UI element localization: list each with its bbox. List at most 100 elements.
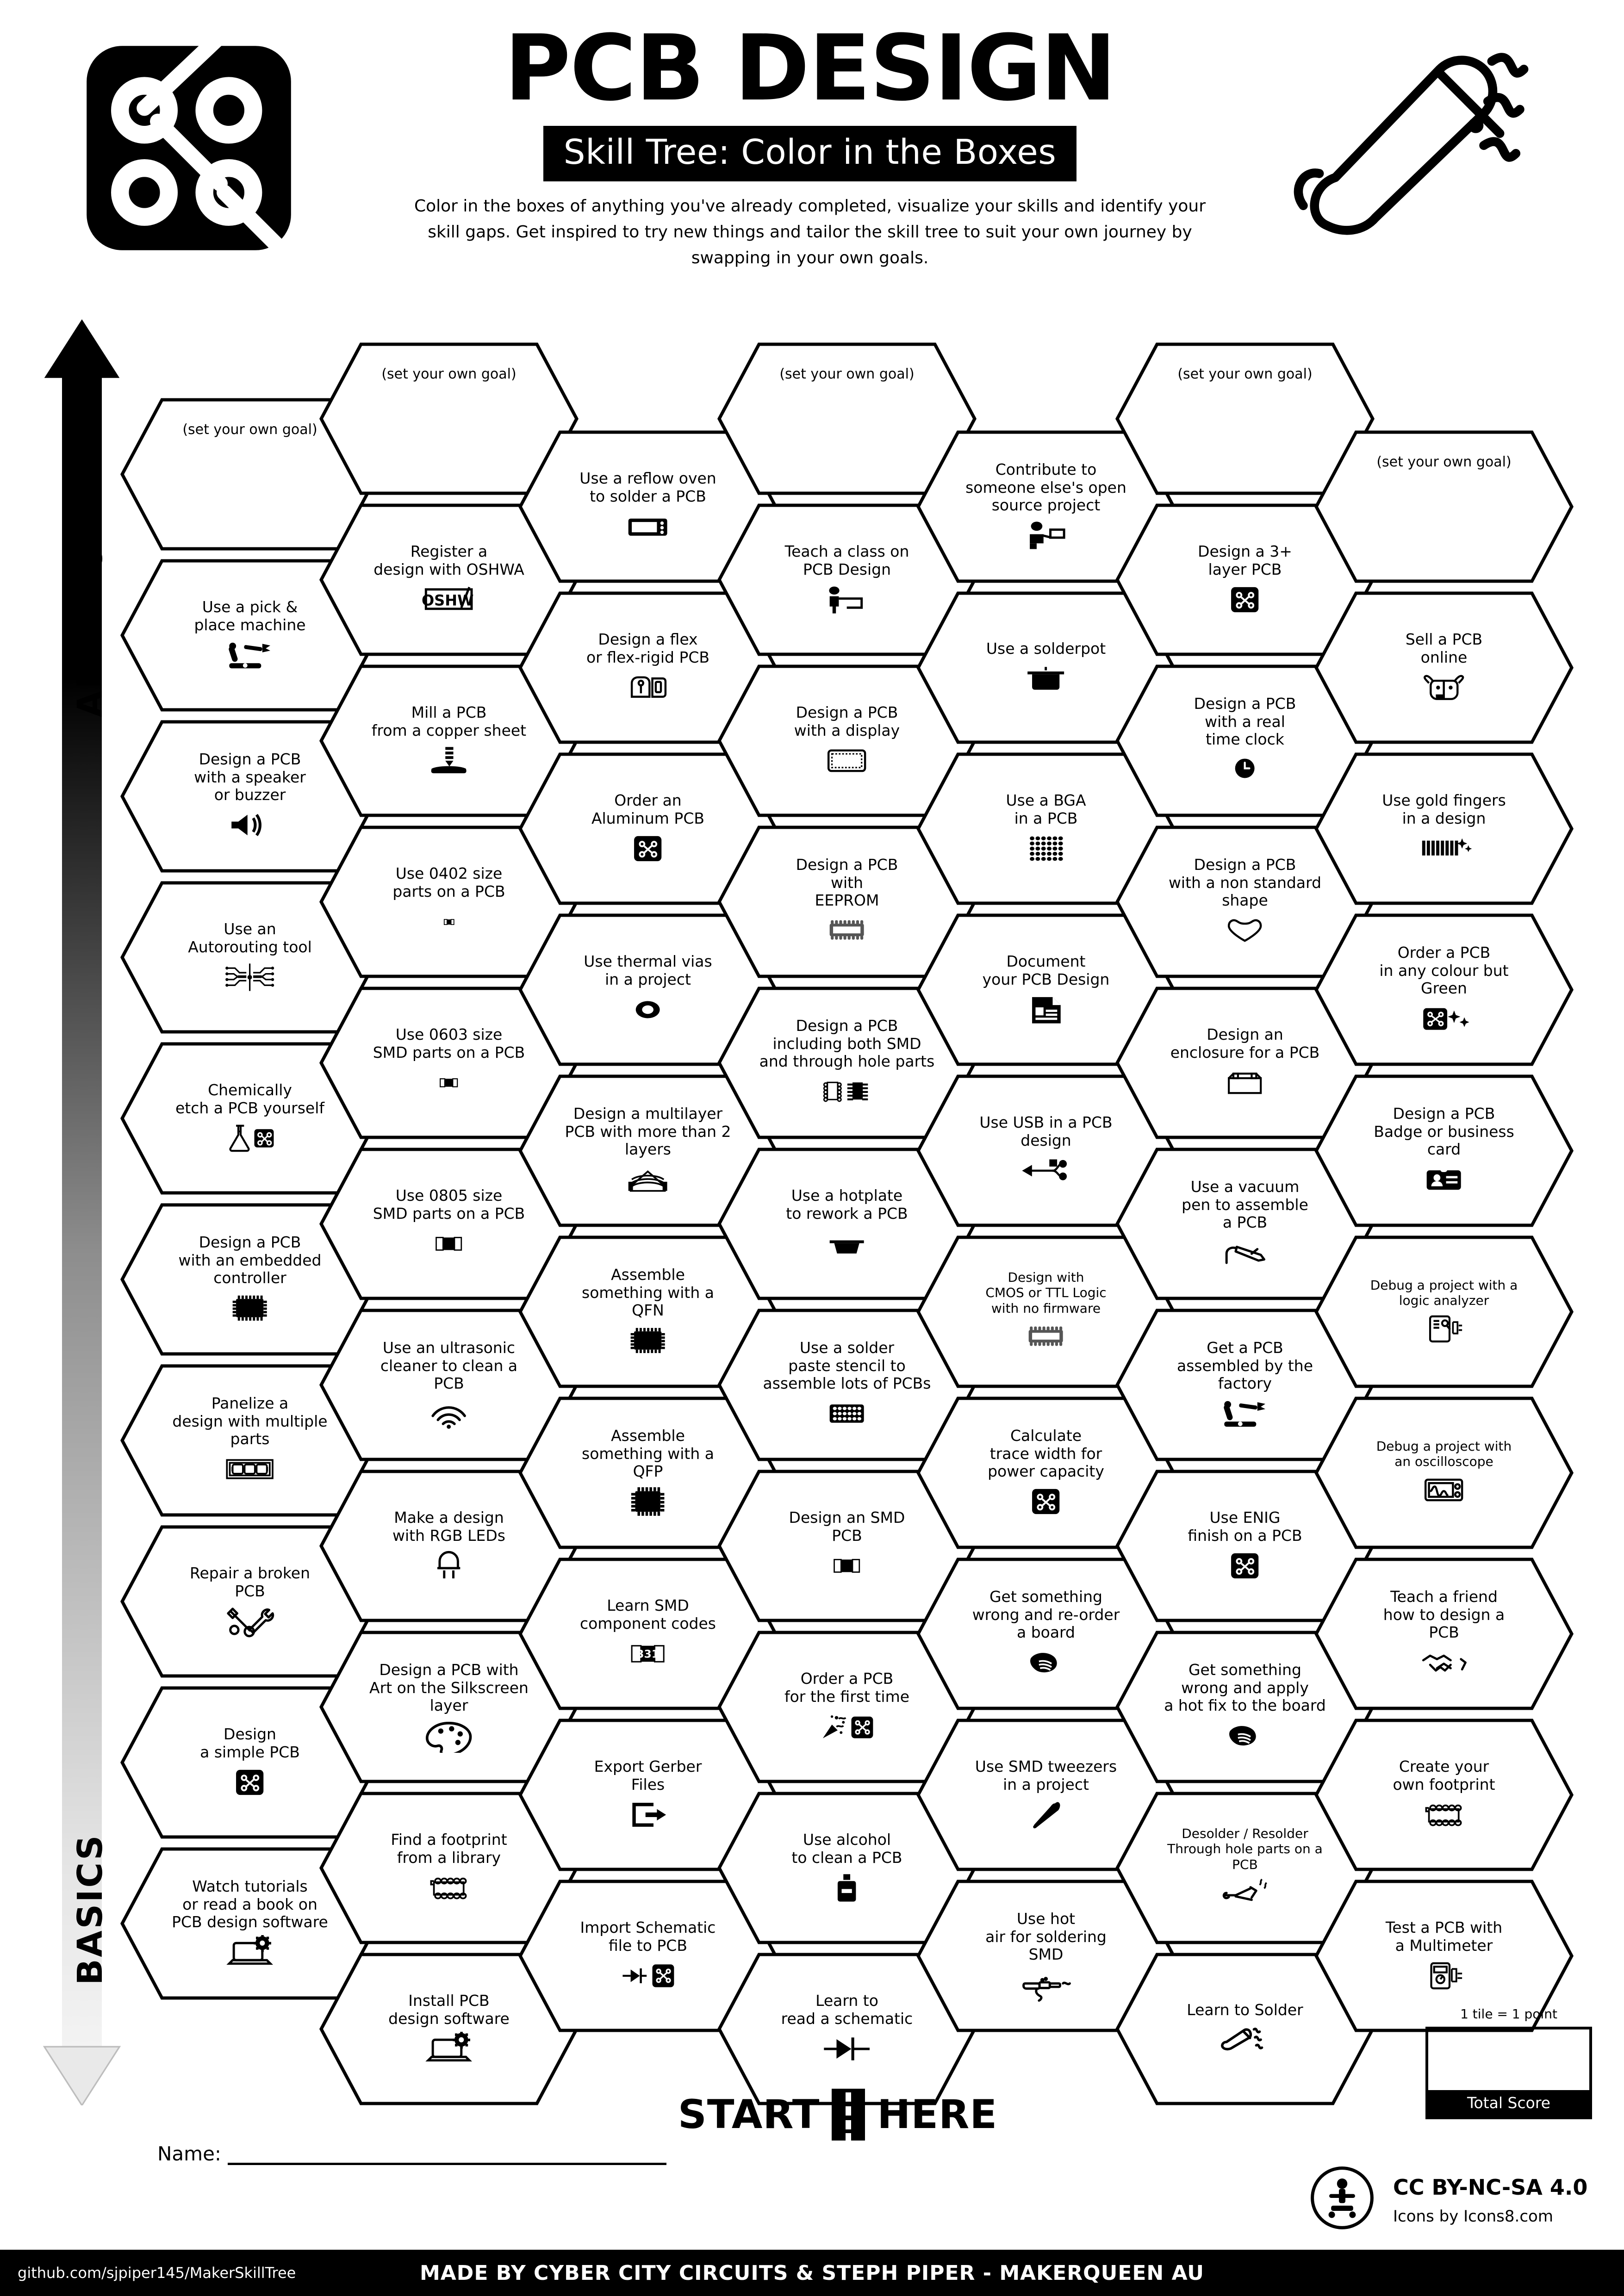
qfn-chip-icon xyxy=(619,1323,676,1358)
skill-tile-label: Design an SMD PCB xyxy=(789,1508,905,1545)
skill-tile-label: Use a vacuum pen to assemble a PCB xyxy=(1182,1177,1308,1232)
skill-tile-label: Get a PCB assembled by the factory xyxy=(1176,1338,1313,1393)
skill-tile[interactable]: Use an ultrasonic cleaner to clean a PCB xyxy=(319,1309,579,1461)
skill-tree-grid: (set your own goal) Use a pick & place ma… xyxy=(0,287,1624,2119)
tweezers-icon xyxy=(1017,1798,1074,1832)
skill-column-2: (set your own goal) Register a design wit… xyxy=(319,342,579,2114)
skill-tile-label: (set your own goal) xyxy=(779,366,915,383)
skill-column-6: (set your own goal) Design a 3+ layer PCB… xyxy=(1115,342,1375,2114)
skill-tile-label: Assemble something with a QFN xyxy=(582,1265,714,1320)
skill-tile[interactable]: Import Schematic file to PCB xyxy=(518,1880,778,2032)
enclosure-box-icon xyxy=(1216,1066,1273,1100)
ultrasonic-waves-icon xyxy=(420,1396,477,1431)
stencil-icon xyxy=(818,1396,875,1431)
bga-grid-icon xyxy=(1017,832,1074,866)
footer-repo-link[interactable]: github.com/sjpiper145/MakerSkillTree xyxy=(18,2264,296,2282)
skill-tile[interactable]: Create your own footprint xyxy=(1314,1719,1574,1871)
skill-tile[interactable]: Design an SMD PCB xyxy=(717,1470,977,1622)
pcb-square-icon xyxy=(619,832,676,866)
skill-tile-label: Use a hotplate to rework a PCB xyxy=(786,1186,908,1222)
skill-tile-label: Desolder / Resolder Through hole parts o… xyxy=(1167,1826,1323,1872)
skill-tile[interactable]: Assemble something with a QFP xyxy=(518,1396,778,1549)
skill-tile[interactable]: Learn to Solder xyxy=(1115,1953,1375,2105)
page-title: PCB DESIGN xyxy=(504,16,1117,121)
skill-tile-label: Use an Autorouting tool xyxy=(188,920,312,956)
name-input-line[interactable] xyxy=(228,2145,666,2165)
skill-tile-label: Design a PCB with EEPROM xyxy=(796,855,898,910)
skill-tile[interactable]: Use a solder paste stencil to assemble l… xyxy=(717,1309,977,1461)
skill-tile-label: Design a PCB with an embedded controller xyxy=(178,1233,322,1287)
skill-tile[interactable]: Get something wrong and re-order a board xyxy=(916,1558,1176,1710)
skill-tile[interactable]: Use a solderpot xyxy=(916,591,1176,744)
skill-tile-label: Design a PCB with Art on the Silkscreen … xyxy=(369,1660,529,1715)
skill-tile[interactable]: Use a BGA in a PCB xyxy=(916,752,1176,905)
skill-tile[interactable]: Design a PCB Badge or business card xyxy=(1314,1074,1574,1227)
skill-tile-label: Design a PCB with a display xyxy=(794,703,900,739)
skill-tile-label: Test a PCB with a Multimeter xyxy=(1385,1918,1503,1955)
skill-tile[interactable]: Learn to read a schematic xyxy=(717,1953,977,2105)
screwdriver-wrench-icon xyxy=(221,1604,278,1638)
dip-footprint-icon xyxy=(1415,1798,1472,1832)
skill-tile[interactable]: Design a PCB with Art on the Silkscreen … xyxy=(319,1631,579,1783)
skill-tile[interactable]: Use USB in a PCB design xyxy=(916,1074,1176,1227)
skill-tile[interactable]: Document your PCB Design xyxy=(916,913,1176,1066)
skill-tile-label: Repair a broken PCB xyxy=(190,1564,310,1600)
skill-tile[interactable]: Use gold fingers in a design xyxy=(1314,752,1574,905)
skill-tile[interactable]: Teach a friend how to design a PCB xyxy=(1314,1558,1574,1710)
soldering-iron-icon xyxy=(1291,28,1532,259)
skill-tile[interactable]: Design with CMOS or TTL Logic with no fi… xyxy=(916,1235,1176,1388)
skill-tile[interactable]: Teach a class on PCB Design xyxy=(717,503,977,656)
skill-tile[interactable]: Use 0805 size SMD parts on a PCB xyxy=(319,1148,579,1300)
panel-array-icon xyxy=(221,1452,278,1486)
skill-tile[interactable]: Sell a PCB online xyxy=(1314,591,1574,744)
hot-air-gun-icon xyxy=(1017,1967,1074,2002)
skill-tile-label: Learn SMD component codes xyxy=(580,1596,716,1632)
skill-tile[interactable]: Use a pick & place machine xyxy=(120,559,380,712)
skill-tile-label: (set your own goal) xyxy=(1376,454,1512,471)
skill-tile[interactable]: Use 0603 size SMD parts on a PCB xyxy=(319,987,579,1139)
skill-tile[interactable]: Debug a project with an oscilloscope xyxy=(1314,1396,1574,1549)
skill-tile[interactable]: Order a PCB for the first time xyxy=(717,1631,977,1783)
usb-icon xyxy=(1017,1154,1074,1188)
soldering-iron-icon xyxy=(1216,2023,1273,2057)
skill-tile-goal-placeholder[interactable]: (set your own goal) xyxy=(1314,430,1574,583)
skill-tile[interactable]: Test a PCB with a Multimeter xyxy=(1314,1880,1574,2032)
footer-credits: MADE BY CYBER CITY CIRCUITS & STEPH PIPE… xyxy=(419,2261,1205,2285)
skill-tile-label: Design a simple PCB xyxy=(200,1725,300,1761)
skill-tile-label: Sell a PCB online xyxy=(1405,630,1483,666)
person-sharing-icon xyxy=(1017,518,1074,552)
skill-tile-label: Design a flex or flex-rigid PCB xyxy=(586,630,710,666)
gold-fingers-icon xyxy=(1415,832,1472,866)
chip-resistor-0402-icon xyxy=(420,905,477,939)
skill-tile-label: Register a design with OSHWA xyxy=(373,542,524,578)
total-score-box[interactable]: Total Score xyxy=(1425,2027,1592,2119)
skill-tile-label: Use alcohol to clean a PCB xyxy=(791,1831,902,1867)
hotplate-icon xyxy=(818,1227,875,1261)
heart-outline-icon xyxy=(1216,913,1273,948)
via-ring-icon xyxy=(619,993,676,1027)
skill-tile[interactable]: Panelize a design with multiple parts xyxy=(120,1364,380,1517)
intro-blurb: Color in the boxes of anything you've al… xyxy=(414,197,1206,267)
skill-tile[interactable]: Find a footprint from a library xyxy=(319,1792,579,1944)
skill-tile-label: Use SMD tweezers in a project xyxy=(975,1757,1117,1793)
skill-tile-label: Install PCB design software xyxy=(388,1992,510,2028)
skill-tile-goal-placeholder[interactable]: (set your own goal) xyxy=(1115,342,1375,495)
skill-tile-label: Export Gerber Files xyxy=(594,1757,702,1793)
skill-tile-label: Calculate trace width for power capacity xyxy=(988,1426,1104,1481)
skill-tile[interactable]: Use SMD tweezers in a project xyxy=(916,1719,1176,1871)
skill-tile-label: Debug a project with a logic analyzer xyxy=(1370,1277,1518,1308)
skill-tile-label: Order a PCB for the first time xyxy=(784,1669,910,1706)
display-screen-icon xyxy=(818,744,875,778)
skill-tile[interactable]: Make a design with RGB LEDs xyxy=(319,1470,579,1622)
skill-tile-label: Use gold fingers in a design xyxy=(1382,791,1506,827)
skill-tile[interactable]: Repair a broken PCB xyxy=(120,1525,380,1678)
skill-tile[interactable]: Debug a project with a logic analyzer xyxy=(1314,1235,1574,1388)
skill-tile[interactable]: Install PCB design software xyxy=(319,1953,579,2105)
skill-column-5: Contribute to someone else's open source… xyxy=(916,430,1176,2041)
name-field[interactable]: Name: xyxy=(157,2142,666,2165)
skill-tile[interactable]: Register a design with OSHWA OSHW xyxy=(319,503,579,656)
skill-tile[interactable]: Order a PCB in any colour but Green xyxy=(1314,913,1574,1066)
skill-tile[interactable]: Use 0402 size parts on a PCB xyxy=(319,825,579,978)
skill-tile[interactable]: Chemically etch a PCB yourself xyxy=(120,1042,380,1195)
skill-tile[interactable]: Get something wrong and apply a hot fix … xyxy=(1115,1631,1375,1783)
